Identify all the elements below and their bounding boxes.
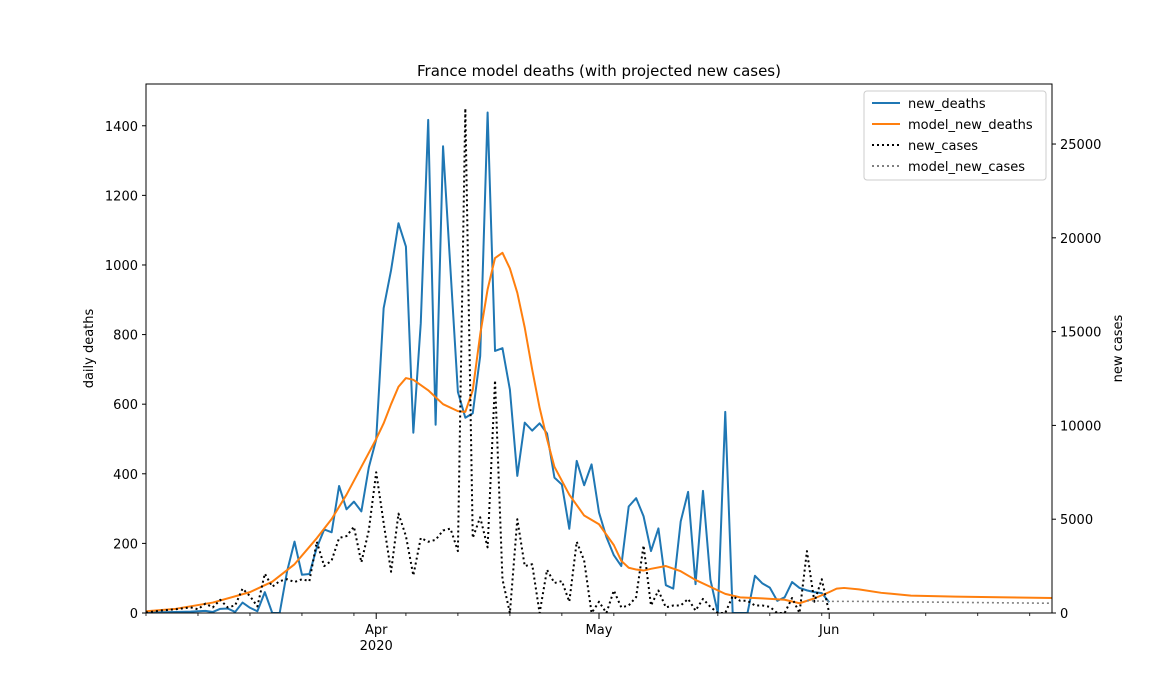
x-axis-tick-label: May [586, 623, 613, 638]
right-axis-tick-label: 25000 [1060, 138, 1101, 153]
left-axis-tick-label: 400 [113, 468, 138, 483]
x-axis-tick-label: Jun [818, 623, 839, 638]
left-axis-tick-label: 0 [130, 607, 138, 622]
series-line-model-new-deaths [146, 251, 1052, 613]
left-axis-tick-label: 800 [113, 329, 138, 344]
right-axis-tick-label: 0 [1060, 607, 1068, 622]
legend-box [863, 90, 1047, 181]
series-line-new-deaths [146, 111, 830, 613]
right-axis-tick-label: 5000 [1060, 513, 1093, 528]
legend: new_deaths model_new_deaths new_casesmodel… [863, 90, 1047, 181]
x-axis-tick-label: Apr [365, 623, 388, 638]
left-axis-tick-label: 200 [113, 537, 138, 552]
left-axis-tick-label: 1200 [105, 189, 138, 204]
chart-title: France model deaths (with projected new … [417, 62, 781, 80]
right-axis-tick-label: 20000 [1060, 232, 1101, 247]
left-axis-tick-label: 600 [113, 398, 138, 413]
legend-label-model-new-deaths: model_new_deaths [908, 118, 1033, 133]
left-axis-tick-label: 1000 [105, 259, 138, 274]
legend-label-new-deaths: new_deaths [908, 97, 986, 112]
right-axis-tick-label: 10000 [1060, 419, 1101, 434]
x-axis-tick-sublabel: 2020 [360, 639, 393, 654]
left-axis-tick-label: 1400 [105, 120, 138, 135]
axes-layer: 0 200 400 600 800 1000 1200 1400 0 5000 10000 15000… [82, 83, 1126, 654]
y-right-axis-label: new cases [1111, 314, 1126, 382]
y-left-axis-label: daily deaths [82, 308, 97, 388]
right-axis-tick-label: 15000 [1060, 326, 1101, 341]
series-layer [146, 107, 1052, 613]
legend-label-new-cases: new_cases [908, 139, 978, 154]
legend-label-model-new-cases: model_new_cases [908, 160, 1025, 175]
